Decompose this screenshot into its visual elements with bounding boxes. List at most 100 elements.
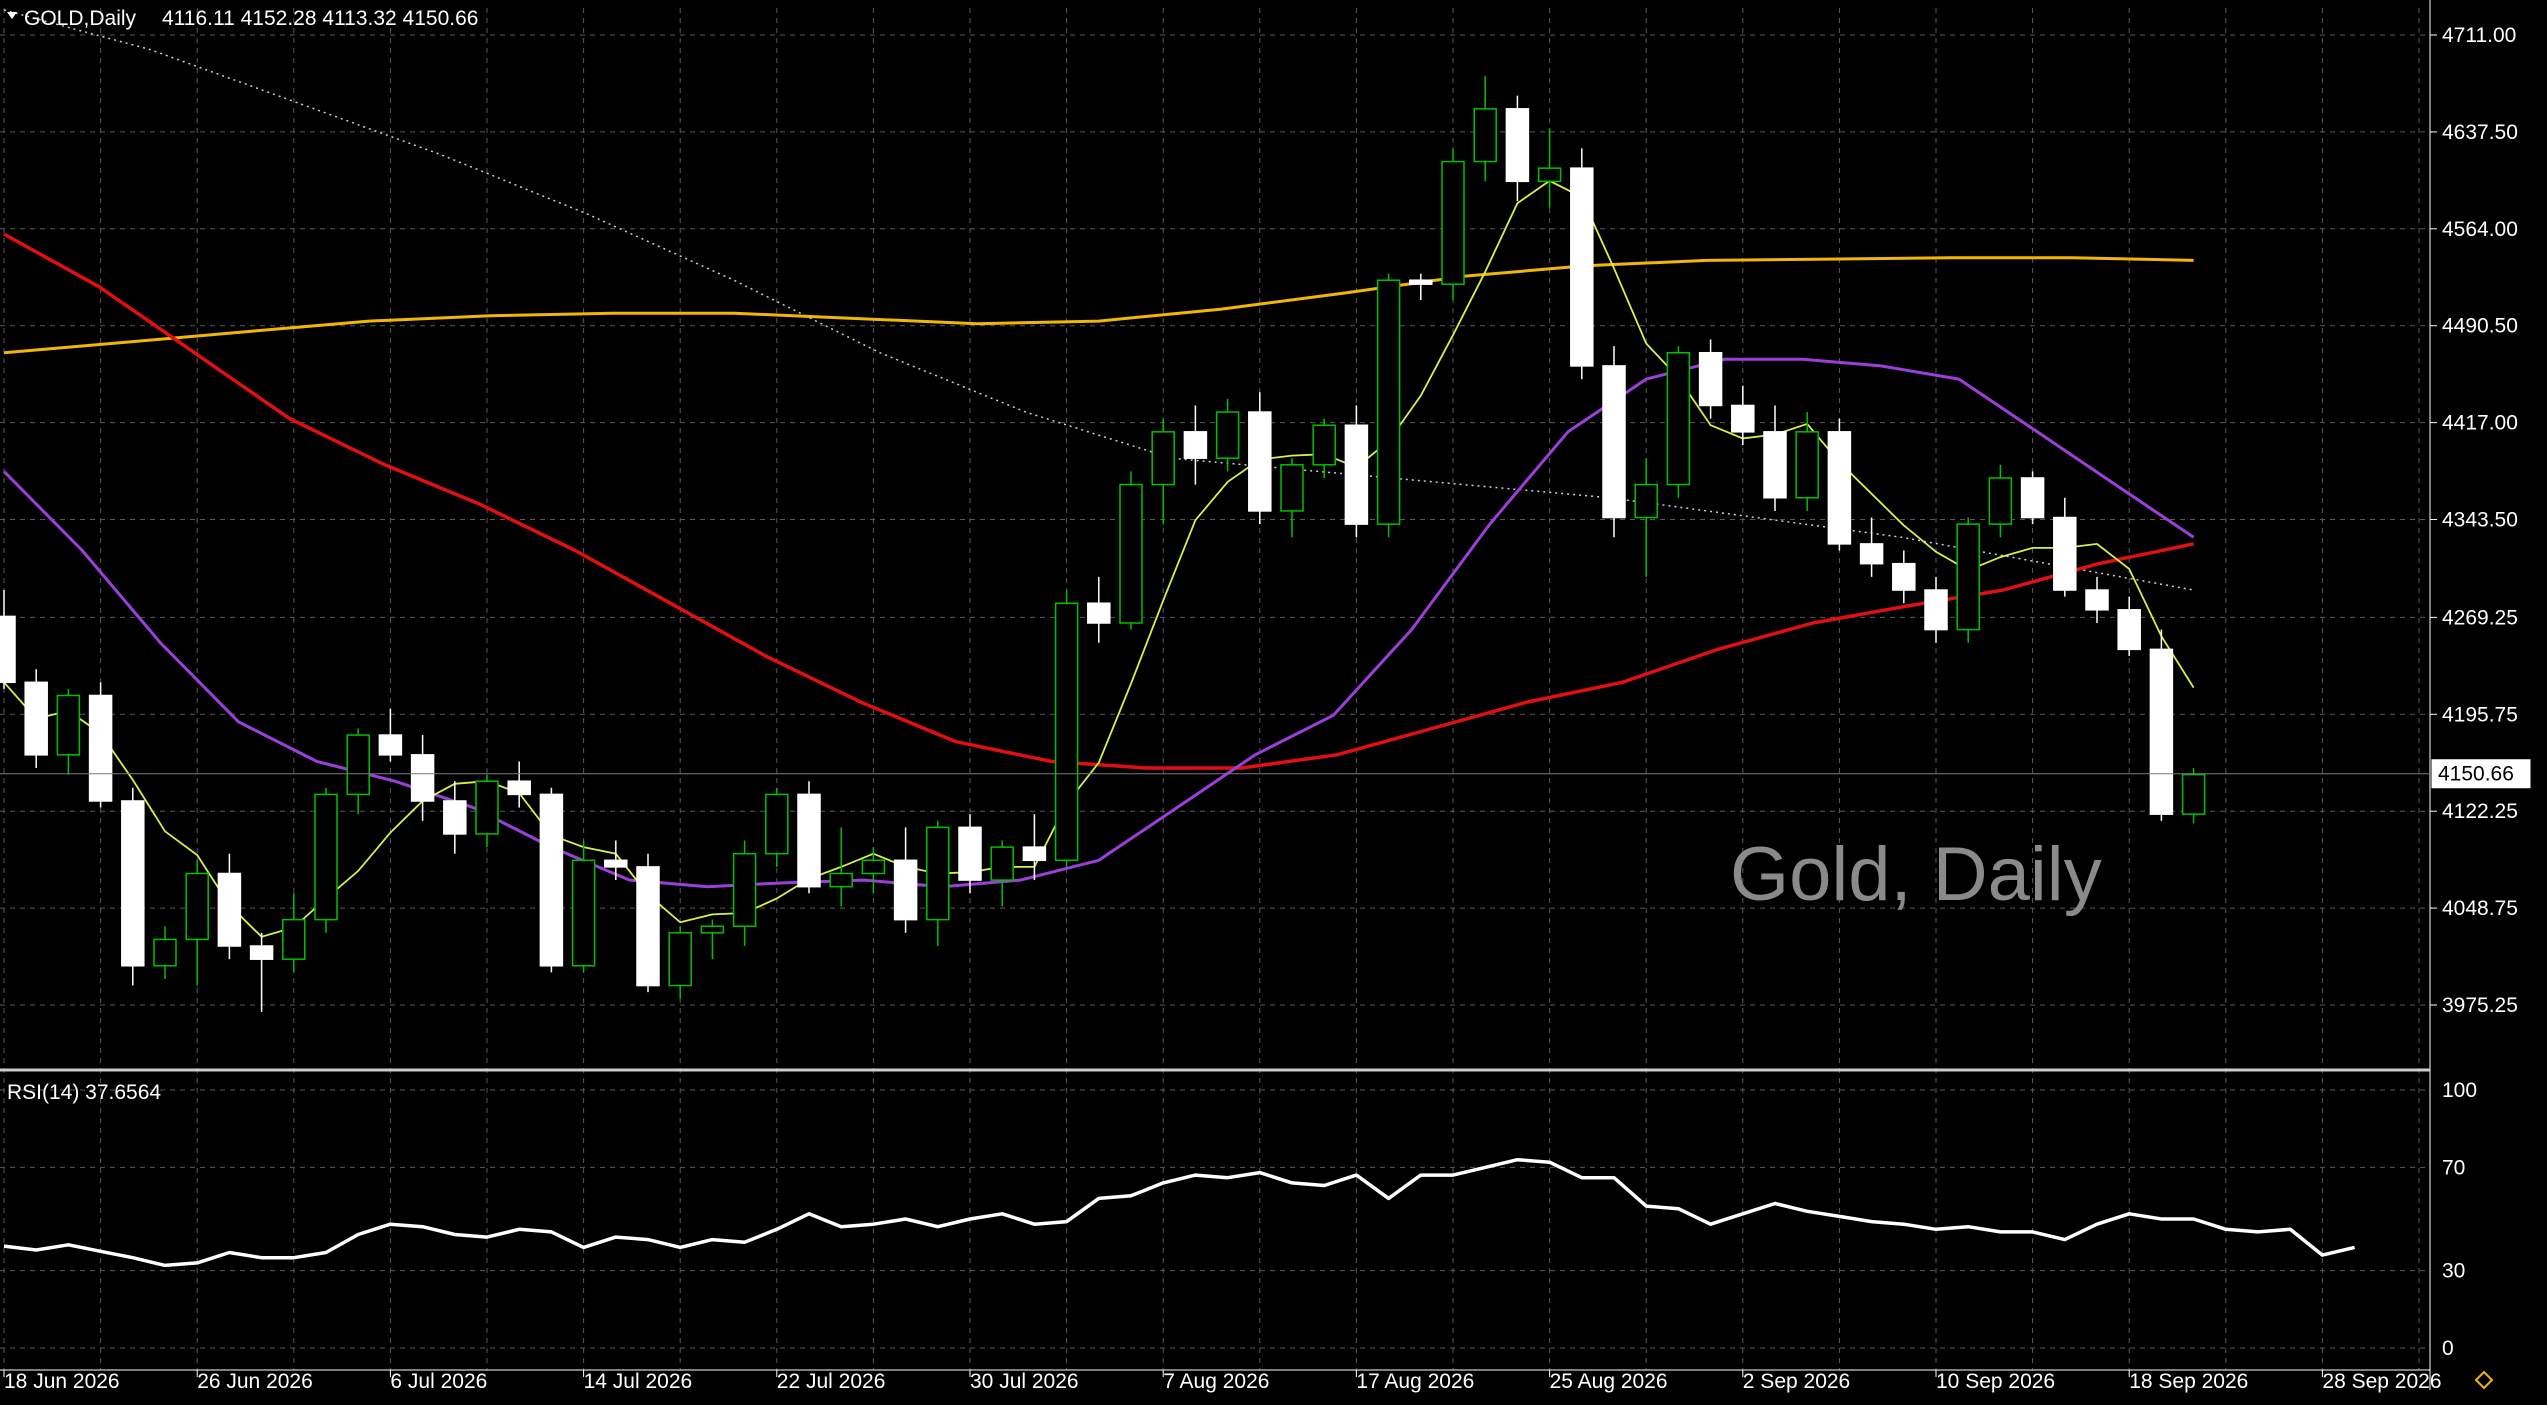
candle	[314, 787, 338, 933]
price-tick-label: 4122.25	[2442, 800, 2518, 823]
candle-body	[1602, 365, 1626, 519]
candle	[1698, 339, 1723, 419]
candle	[1570, 148, 1594, 380]
candle	[185, 860, 209, 986]
candle	[1376, 273, 1401, 538]
current-price-label: 4150.66	[2438, 763, 2514, 786]
candle-body	[861, 859, 886, 875]
grid	[0, 8, 2430, 1370]
price-tick-label: 4490.50	[2442, 315, 2518, 338]
candle	[1763, 405, 1787, 511]
candle-body	[1280, 464, 1304, 512]
candle	[1087, 576, 1111, 643]
candle-body	[1924, 589, 1948, 631]
candle	[893, 827, 918, 933]
candle	[217, 853, 242, 960]
candle-body	[1344, 424, 1369, 525]
candle-body	[2117, 609, 2141, 651]
candle	[571, 840, 596, 973]
rsi-tick-label: 70	[2442, 1156, 2465, 1179]
candle	[2149, 629, 2174, 821]
candle	[1537, 128, 1562, 208]
candle	[1602, 346, 1626, 538]
candle	[1956, 517, 1980, 643]
ma-yellow-line	[3, 256, 2194, 355]
candle-body	[829, 872, 853, 888]
candle-body	[797, 793, 821, 888]
candle-body	[1183, 431, 1208, 459]
chart-header[interactable]: GOLD,Daily 4116.11 4152.28 4113.32 4150.…	[7, 7, 478, 30]
candle	[1859, 517, 1884, 577]
candle	[636, 853, 660, 993]
candle	[539, 787, 564, 973]
broker-logo	[2474, 1370, 2494, 1390]
candle	[1119, 471, 1143, 630]
candle-body	[153, 938, 177, 967]
candle	[410, 735, 435, 821]
date-label: 28 Sep 2026	[2322, 1370, 2441, 1393]
date-label: 18 Jun 2026	[4, 1370, 120, 1393]
candle	[1827, 418, 1852, 551]
candle	[346, 728, 370, 815]
candle-body	[1731, 404, 1755, 433]
candle-body	[1376, 279, 1401, 525]
candle	[475, 774, 499, 848]
candle	[1183, 405, 1208, 485]
price-tick-label: 4343.50	[2442, 509, 2518, 532]
candle	[1892, 550, 1916, 604]
candle-body	[443, 800, 467, 835]
candle	[958, 814, 982, 894]
candle-body	[378, 734, 403, 756]
watermark-text: Gold, Daily	[1730, 832, 2102, 917]
dropdown-triangle-icon[interactable]	[7, 12, 17, 19]
candle-body	[1215, 411, 1240, 459]
candle	[1312, 418, 1336, 478]
rsi-tick-label: 30	[2442, 1260, 2465, 1283]
candle-body	[1892, 562, 1916, 591]
candle-body	[1151, 431, 1175, 486]
date-label: 30 Jul 2026	[970, 1370, 1079, 1393]
candle-body	[1409, 279, 1433, 285]
rsi-tick-label: 100	[2442, 1079, 2477, 1102]
price-tick-label: 4195.75	[2442, 703, 2518, 726]
candle	[1795, 412, 1819, 511]
candle-body	[1763, 431, 1787, 499]
candle	[1409, 273, 1433, 300]
candle-body	[249, 945, 274, 960]
candle-body	[2020, 477, 2045, 519]
candle-body	[24, 681, 48, 756]
candle	[1505, 95, 1530, 202]
candle	[1022, 814, 1047, 881]
candle	[1473, 75, 1497, 182]
candle-body	[410, 754, 435, 802]
candle-body	[2149, 648, 2174, 815]
candle-body	[475, 780, 499, 835]
candle	[24, 669, 48, 769]
candle-body	[1666, 351, 1691, 486]
price-tick-label: 4269.25	[2442, 606, 2518, 629]
candle-body	[282, 918, 306, 960]
candle	[1441, 148, 1465, 300]
candle-body	[1634, 483, 1658, 519]
candle-body	[604, 859, 628, 868]
candle-body	[539, 793, 564, 967]
date-label: 17 Aug 2026	[1356, 1370, 1474, 1393]
date-label: 14 Jul 2026	[584, 1370, 693, 1393]
candle	[1924, 576, 1948, 643]
candle-body	[636, 866, 660, 987]
candle-body	[958, 826, 982, 881]
candle-body	[893, 859, 918, 921]
candle-body	[217, 872, 242, 947]
symbol-title: GOLD,Daily	[24, 7, 137, 30]
rsi-panel: RSI(14) 37.6564	[3, 1081, 2356, 1268]
candle-body	[732, 852, 757, 927]
price-tick-label: 4711.00	[2442, 24, 2516, 47]
candle-body	[926, 826, 950, 921]
candle-body	[1248, 411, 1272, 512]
rsi-line	[3, 1157, 2356, 1268]
date-label: 25 Aug 2026	[1550, 1370, 1668, 1393]
candle	[668, 926, 692, 999]
price-tick-label: 3975.25	[2442, 994, 2518, 1017]
rsi-tick-label: 0	[2442, 1337, 2454, 1360]
